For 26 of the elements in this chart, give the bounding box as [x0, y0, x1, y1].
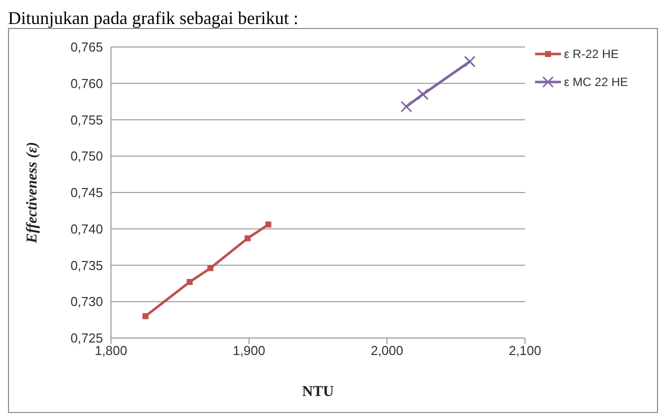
y-tick-label: 0,735 [70, 258, 103, 273]
point [417, 88, 429, 100]
y-tick-label: 0,730 [70, 294, 103, 310]
y-tick-label: 0,725 [70, 330, 103, 346]
x-axis-title: NTU [302, 384, 334, 400]
point [400, 100, 412, 112]
text: Ditunjukan pada grafik sebagai berikut : [8, 8, 300, 28]
x-tick-label: 2,100 [508, 343, 542, 358]
point [142, 313, 148, 320]
y-tick-label: 0,760 [70, 76, 103, 91]
y-tick-label: 0,755 [70, 112, 103, 128]
point [186, 278, 193, 285]
point [244, 235, 251, 242]
y-tick-label: 0,765 [70, 40, 103, 55]
y-tick-label: 0,740 [70, 221, 103, 236]
x-tick-label: 2,000 [370, 343, 404, 358]
legend-label: ε MC 22 HE [564, 75, 628, 89]
y-axis-title: Effectiveness (ε) [24, 142, 40, 244]
point [207, 265, 214, 272]
point [265, 222, 272, 228]
point [464, 56, 476, 68]
x-tick-label: 1,900 [232, 343, 266, 358]
y-tick-label: 0,750 [70, 148, 103, 164]
y-tick-label: 0,745 [70, 185, 103, 200]
legend-label: ε R-22 HE [564, 47, 619, 61]
x-tick-label: 1,800 [94, 343, 128, 358]
